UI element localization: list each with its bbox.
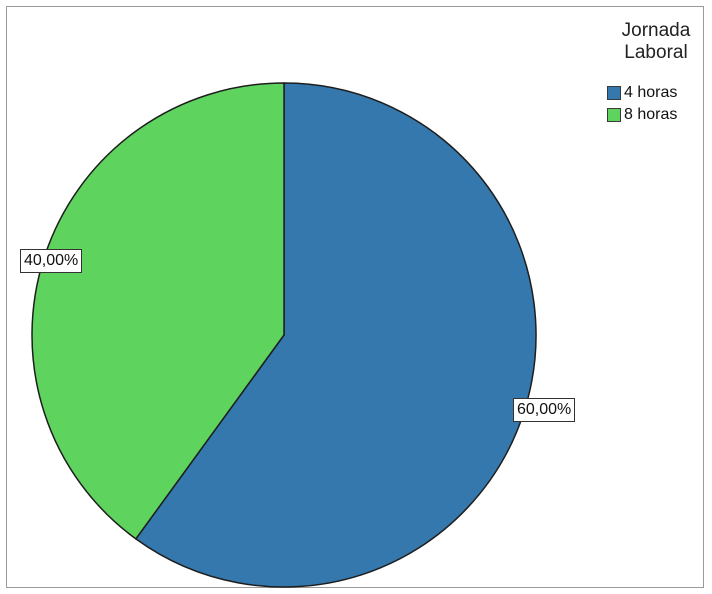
slice-label-8-horas: 40,00%: [20, 249, 83, 273]
legend-item-4-horas: 4 horas: [607, 82, 709, 104]
legend-swatch-4-horas: [607, 86, 621, 100]
legend-item-8-horas: 8 horas: [607, 104, 709, 126]
legend: Jornada Laboral 4 horas 8 horas: [603, 20, 709, 126]
slice-label-4-horas: 60,00%: [513, 398, 576, 422]
legend-label-8-horas: 8 horas: [624, 106, 678, 123]
legend-title-line-2: Laboral: [624, 42, 688, 63]
legend-swatch-8-horas: [607, 108, 621, 122]
legend-label-4-horas: 4 horas: [624, 84, 678, 101]
legend-title-line-1: Jornada: [621, 20, 691, 41]
legend-title: Jornada Laboral: [603, 20, 709, 64]
legend-items: 4 horas 8 horas: [607, 82, 709, 126]
